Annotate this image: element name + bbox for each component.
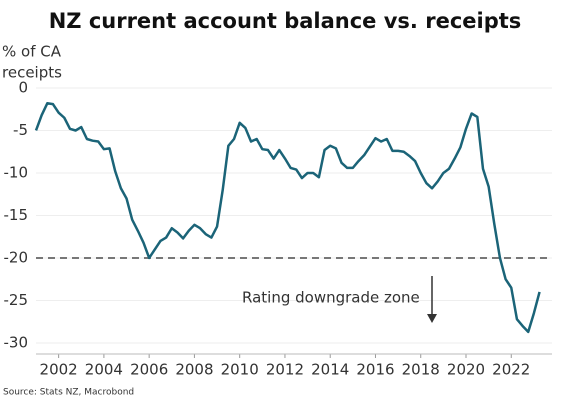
x-tick-label: 2010: [221, 361, 259, 379]
y-tick-label: -30: [4, 333, 29, 351]
x-tick-label: 2008: [175, 361, 213, 379]
x-tick-label: 2020: [447, 361, 485, 379]
x-tick-label: 2012: [266, 361, 304, 379]
y-tick-label: -20: [4, 248, 29, 266]
data-line: [34, 102, 541, 334]
y-tick-label: -15: [4, 206, 29, 224]
y-tick-label: -25: [4, 291, 29, 309]
x-tick-label: 2022: [492, 361, 530, 379]
x-tick-label: 2002: [40, 361, 78, 379]
source: Source: Stats NZ, Macrobond: [3, 388, 134, 398]
x-tick-label: 2016: [356, 361, 394, 379]
y-tick-label: 0: [18, 79, 28, 97]
chart-title: NZ current account balance vs. receipts: [49, 9, 522, 33]
x-tick-label: 2006: [130, 361, 168, 379]
y-axis-label: receipts: [2, 64, 62, 82]
y-tick-label: -5: [13, 121, 28, 139]
y-tick-label: -10: [4, 163, 29, 181]
x-tick-label: 2018: [402, 361, 440, 379]
annotation: Rating downgrade zone: [242, 289, 420, 307]
x-tick-label: 2014: [311, 361, 349, 379]
y-axis-label: % of CA: [2, 43, 62, 61]
x-tick-label: 2004: [85, 361, 123, 379]
arrow-head: [427, 314, 437, 323]
